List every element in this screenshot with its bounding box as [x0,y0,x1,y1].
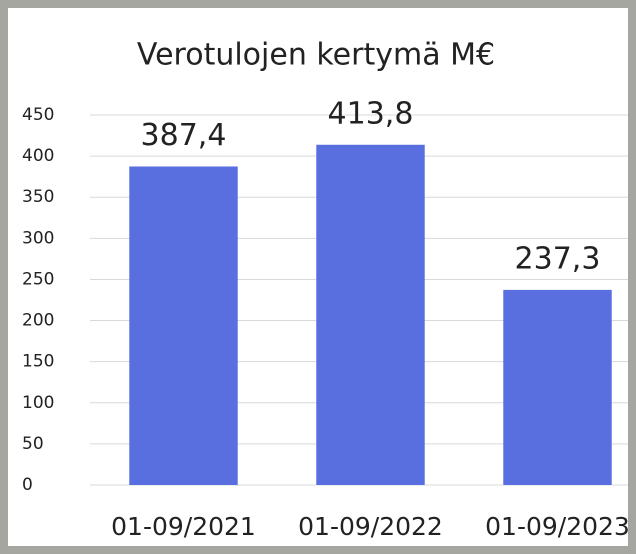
y-tick-label: 0 [22,475,33,495]
chart-title: Verotulojen kertymä M€ [137,38,495,73]
bar [129,166,238,485]
y-tick-label: 350 [22,187,54,207]
value-label: 413,8 [328,96,414,131]
x-tick-label: 01-09/2021 [111,512,256,541]
y-tick-label: 450 [22,105,54,125]
y-tick-label: 100 [22,393,54,413]
x-tick-label: 01-09/2023 [485,512,630,541]
value-label: 237,3 [515,241,601,276]
bar [503,289,612,485]
y-tick-label: 150 [22,352,54,372]
value-label: 387,4 [141,118,227,153]
bar [316,144,425,485]
y-tick-label: 50 [22,434,44,454]
y-tick-label: 200 [22,311,54,331]
y-tick-label: 300 [22,228,54,248]
x-tick-label: 01-09/2022 [298,512,443,541]
y-tick-label: 400 [22,146,54,166]
y-tick-label: 250 [22,269,54,289]
